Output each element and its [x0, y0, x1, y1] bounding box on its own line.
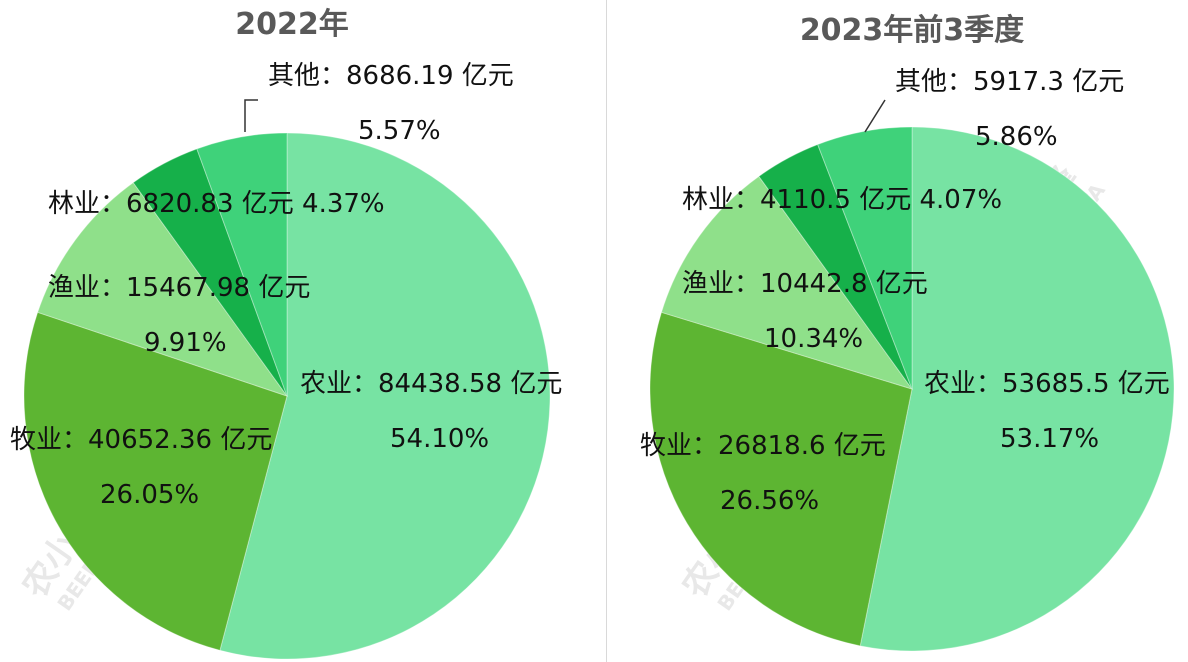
slice-label-其他: 其他：5917.3 亿元 [895, 67, 1124, 97]
pie-slice-其他 [817, 126, 913, 390]
pie-slice-林业 [132, 148, 288, 397]
pie-slice-牧业 [23, 311, 288, 651]
chart-title: 2022年 [235, 7, 349, 42]
chart-title: 2023年前3季度 [800, 13, 1024, 48]
pie-slice-农业 [859, 126, 1175, 652]
pie-slice-农业 [219, 132, 551, 660]
pie-slice-牧业 [649, 311, 913, 647]
slice-percent-牧业: 26.05% [100, 480, 199, 510]
chart-divider [606, 0, 607, 662]
slice-label-牧业: 牧业：40652.36 亿元 [10, 425, 272, 455]
slice-percent-牧业: 26.56% [720, 486, 819, 516]
slice-percent-其他: 5.57% [358, 116, 441, 146]
pie-slice-其他 [196, 132, 288, 397]
slice-label-农业: 农业：53685.5 亿元 [924, 369, 1170, 399]
pie-slice-渔业 [660, 175, 914, 390]
slice-label-牧业: 牧业：26818.6 亿元 [640, 431, 886, 461]
leader-line [864, 99, 886, 133]
pie-slice-林业 [758, 143, 913, 390]
slice-label-林业: 林业：4110.5 亿元 4.07% [682, 185, 1002, 215]
slice-label-林业: 林业：6820.83 亿元 4.37% [48, 189, 385, 219]
slice-percent-渔业: 9.91% [144, 328, 227, 358]
leader-line [244, 99, 258, 132]
slice-percent-农业: 53.17% [1000, 424, 1099, 454]
pie-slice-渔业 [37, 181, 289, 397]
slice-label-渔业: 渔业：10442.8 亿元 [682, 269, 928, 299]
slice-label-农业: 农业：84438.58 亿元 [300, 369, 562, 399]
slice-percent-农业: 54.10% [390, 424, 489, 454]
slice-percent-其他: 5.86% [975, 122, 1058, 152]
slice-percent-渔业: 10.34% [764, 324, 863, 354]
slice-label-其他: 其他：8686.19 亿元 [268, 61, 514, 91]
slice-label-渔业: 渔业：15467.98 亿元 [48, 273, 310, 303]
